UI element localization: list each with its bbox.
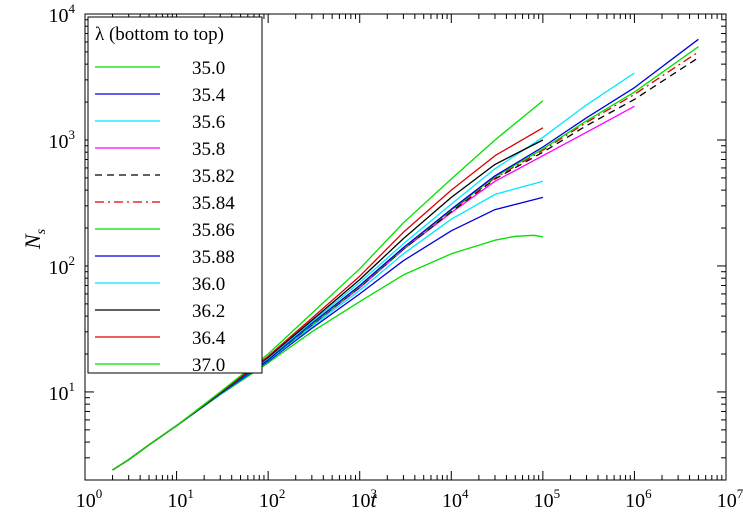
series-line-35.82 [112, 57, 699, 471]
series-layer [112, 38, 699, 471]
legend-box [87, 16, 263, 374]
x-tick-label: 101 [167, 486, 194, 512]
x-tick-label: 100 [76, 486, 103, 512]
x-tick-label: 105 [534, 486, 561, 512]
legend-label-35.82: 35.82 [192, 166, 235, 187]
legend-title: λ (bottom to top) [95, 24, 224, 45]
y-tick-label: 101 [49, 379, 76, 405]
x-tick-label: 106 [625, 486, 652, 512]
legend-label-35.88: 35.88 [192, 247, 235, 268]
legend-label-35.4: 35.4 [192, 85, 226, 106]
legend: λ (bottom to top) 35.0 35.4 35.6 35.8 35.82 35… [87, 16, 263, 376]
x-tick-label: 103 [350, 486, 377, 512]
x-axis-label: t [370, 487, 377, 512]
y-tick-label: 104 [49, 1, 76, 27]
legend-label-36.2: 36.2 [192, 301, 225, 322]
x-tick-label: 102 [259, 486, 286, 512]
y-tick-label: 102 [49, 253, 76, 279]
legend-label-35.86: 35.86 [192, 220, 235, 241]
labels-layer: 100 101 102 103 104 105 106 107 101 102 103 104 t Ns [20, 1, 743, 512]
ticks-layer [84, 13, 727, 481]
x-tick-label: 104 [442, 486, 469, 512]
plot-frame [84, 13, 727, 481]
legend-label-36.0: 36.0 [192, 274, 225, 295]
legend-label-35.84: 35.84 [192, 193, 235, 214]
legend-label-36.4: 36.4 [192, 328, 226, 349]
legend-label-35.0: 35.0 [192, 58, 225, 79]
y-tick-label: 103 [49, 127, 76, 153]
legend-label-35.8: 35.8 [192, 139, 225, 160]
legend-label-35.6: 35.6 [192, 112, 225, 133]
y-axis-label: Ns [20, 228, 49, 250]
legend-label-37.0: 37.0 [192, 355, 225, 376]
series-line-37.0 [112, 100, 544, 471]
x-tick-label: 107 [717, 486, 743, 512]
